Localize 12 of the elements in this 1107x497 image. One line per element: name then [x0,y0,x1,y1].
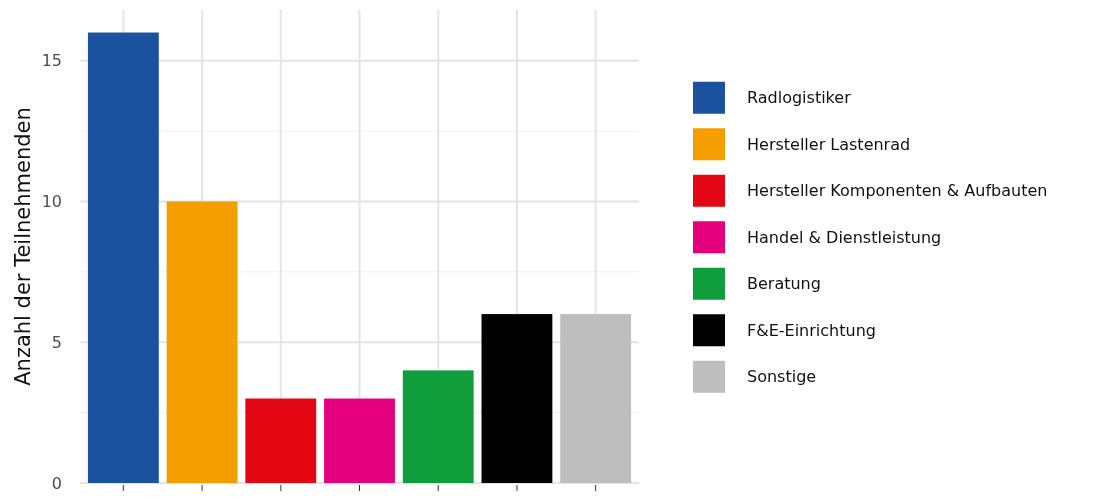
legend-label: Sonstige [747,367,817,387]
legend-label: Radlogistiker [747,88,852,108]
legend-label: Handel & Dienstleistung [747,227,942,247]
legend-label: Hersteller Komponenten & Aufbauten [747,181,1048,201]
legend-label: Hersteller Lastenrad [747,134,911,154]
legend-label: Beratung [747,274,821,294]
legend-label: F&E-Einrichtung [747,320,876,340]
y-tick-label: 5 [51,332,62,352]
y-axis-title: Anzahl der Teilnehmenden [11,107,35,386]
y-tick-label: 10 [41,192,62,212]
y-tick-label: 15 [41,51,62,71]
y-tick-label: 0 [51,473,62,493]
